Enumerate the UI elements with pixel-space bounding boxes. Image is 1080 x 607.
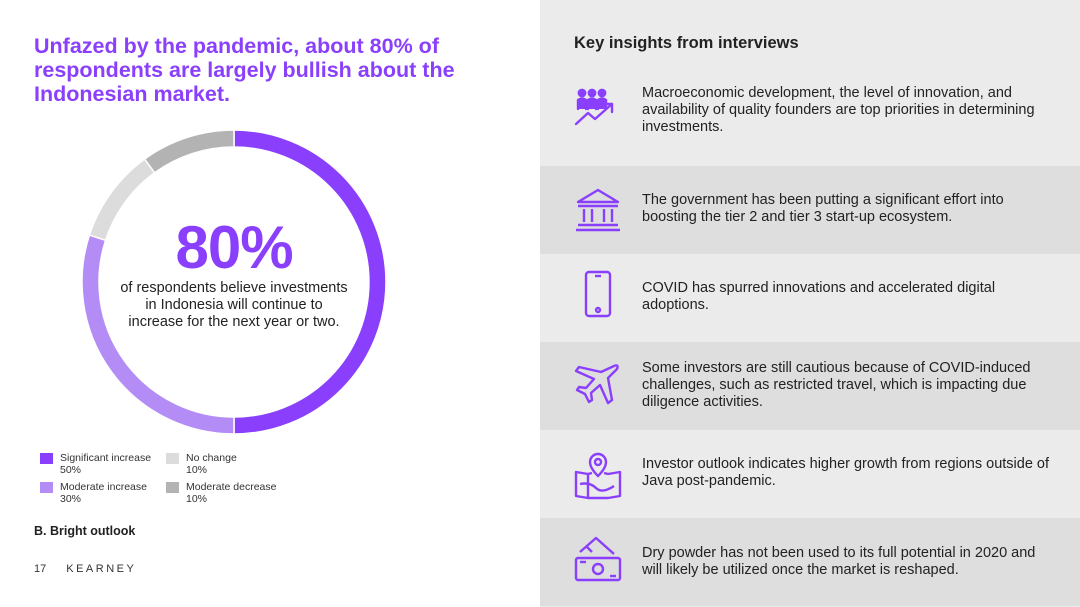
legend-value: 30% — [60, 493, 82, 505]
insight-text: Macroeconomic development, the level of … — [642, 85, 1035, 135]
legend-swatch — [166, 453, 179, 464]
insights-panel: Key insights from interviews Macroeconom… — [540, 0, 1080, 607]
brand-logo: KEARNEY — [66, 563, 137, 575]
insight-item: Dry powder has not been used to its full… — [540, 518, 1080, 606]
insight-item: Investor outlook indicates higher growth… — [540, 430, 1080, 518]
legend-item-significant-increase: Significant increase 50% — [40, 452, 151, 476]
insight-item: COVID has spurred innovations and accele… — [540, 254, 1080, 342]
legend-label: Moderate increase — [60, 481, 147, 493]
insight-text: Dry powder has not been used to its full… — [642, 545, 1036, 578]
smartphone-icon — [570, 266, 626, 322]
page-number: 17 — [34, 563, 47, 575]
insight-text: COVID has spurred innovations and accele… — [642, 280, 996, 313]
money-icon — [570, 532, 626, 588]
people-growth-icon — [570, 80, 626, 136]
donut-caption: of respondents believe investments in In… — [120, 280, 348, 330]
legend-value: 10% — [186, 464, 208, 476]
donut-slice-moderate-decrease — [143, 129, 235, 174]
insight-text: Investor outlook indicates higher growth… — [642, 456, 1050, 489]
donut-big-value: 80% — [175, 214, 293, 281]
legend-label: No change — [186, 452, 237, 464]
legend-swatch — [40, 482, 53, 493]
legend-item-moderate-decrease: Moderate decrease 10% — [166, 481, 276, 505]
legend-value: 50% — [60, 464, 82, 476]
insight-text: The government has been putting a signif… — [642, 192, 1004, 225]
section-label: B. Bright outlook — [34, 524, 136, 538]
legend-value: 10% — [186, 493, 208, 505]
donut-center: 80% of respondents believe investments i… — [120, 218, 348, 331]
airplane-icon — [570, 356, 626, 412]
legend-swatch — [40, 453, 53, 464]
page-title: Unfazed by the pandemic, about 80% of re… — [34, 34, 455, 106]
insight-text: Some investors are still cautious becaus… — [642, 360, 1031, 410]
legend-label: Significant increase — [60, 452, 152, 464]
map-pin-icon — [570, 448, 626, 504]
legend-item-moderate-increase: Moderate increase 30% — [40, 481, 147, 505]
footer: 17 KEARNEY — [34, 563, 136, 575]
legend-swatch — [166, 482, 179, 493]
insight-item: Macroeconomic development, the level of … — [540, 66, 1080, 154]
insight-item: Some investors are still cautious becaus… — [540, 342, 1080, 430]
insight-item: The government has been putting a signif… — [540, 166, 1080, 254]
donut-chart: 80% of respondents believe investments i… — [80, 128, 388, 436]
legend-label: Moderate decrease — [186, 481, 277, 493]
legend-item-no-change: No change 10% — [166, 452, 237, 476]
government-building-icon — [570, 182, 626, 238]
insights-title: Key insights from interviews — [574, 34, 799, 52]
donut-chart-svg — [81, 129, 387, 435]
left-panel: Unfazed by the pandemic, about 80% of re… — [34, 34, 455, 575]
